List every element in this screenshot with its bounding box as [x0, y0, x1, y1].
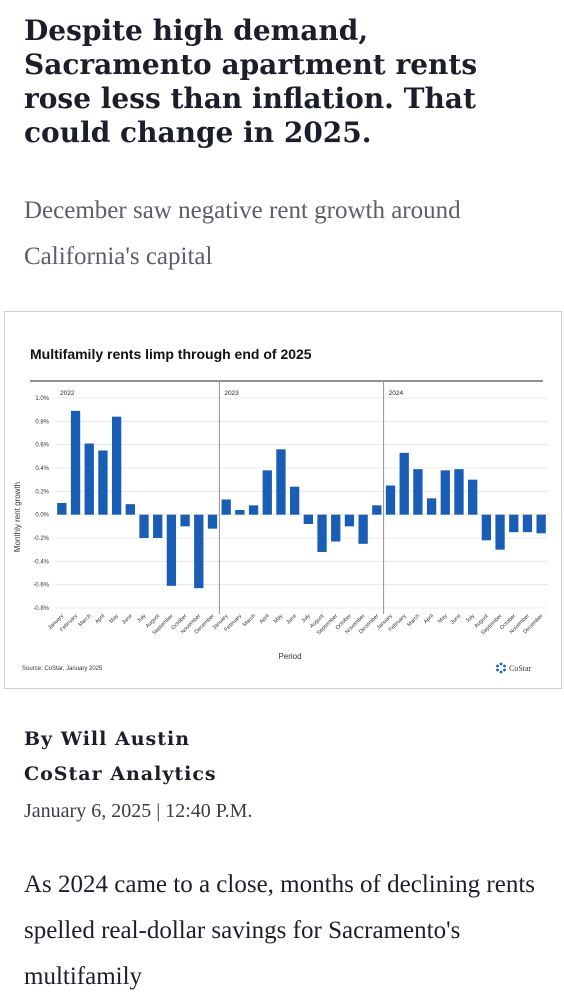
y-tick-label: 0.8% [35, 419, 49, 425]
y-tick-label: -0.4% [33, 559, 49, 565]
costar-logo: CoStar [496, 662, 532, 674]
x-tick-label: April [94, 613, 106, 625]
article-body: As 2024 came to a close, months of decli… [24, 871, 535, 990]
year-label: 2023 [224, 390, 239, 397]
rent-growth-chart: Multifamily rents limp through end of 20… [13, 346, 548, 674]
headline: Despite high demand, Sacramento apartmen… [24, 14, 478, 149]
bar [180, 514, 190, 527]
bar [276, 449, 286, 515]
y-tick-label: 0.6% [35, 443, 49, 449]
x-tick-label: March [406, 613, 421, 628]
bar [481, 514, 492, 541]
bar [536, 514, 546, 534]
bar [303, 514, 314, 524]
x-tick-label: March [242, 613, 257, 628]
bar [262, 470, 272, 515]
bar [372, 505, 382, 515]
x-tick-label: June [285, 613, 298, 626]
y-tick-label: -0.8% [33, 606, 49, 612]
bar [331, 514, 341, 542]
bar [399, 452, 409, 515]
bar [495, 514, 505, 550]
bar [153, 514, 163, 538]
y-tick-label: 0.0% [35, 513, 49, 519]
bar [84, 443, 94, 515]
y-tick-label: 1.0% [35, 396, 49, 402]
bar [98, 450, 108, 515]
x-tick-label: April [423, 613, 435, 625]
x-tick-label: May [108, 613, 120, 625]
x-tick-label: May [273, 613, 285, 625]
bar [289, 486, 300, 515]
chart-figure: Multifamily rents limp through end of 20… [4, 311, 562, 689]
y-tick-label: -0.2% [33, 536, 49, 542]
x-tick-label: May [437, 613, 449, 625]
subheadline: December saw negative rent growth around… [24, 197, 461, 270]
bar [70, 410, 81, 515]
bar [317, 514, 327, 552]
x-tick-label: July [465, 613, 476, 624]
bar [440, 470, 450, 515]
bar [111, 416, 122, 515]
y-tick-label: -0.6% [33, 583, 49, 589]
bar [57, 503, 67, 515]
bar [468, 479, 478, 515]
year-label: 2022 [60, 390, 75, 397]
x-tick-label: March [78, 613, 93, 628]
year-label: 2024 [389, 390, 404, 397]
bar [509, 514, 519, 533]
bar [166, 514, 177, 586]
bar [522, 514, 533, 533]
author-name[interactable]: By Will Austin [24, 728, 191, 750]
costar-logo-text: CoStar [509, 664, 532, 673]
bar [194, 514, 204, 589]
publish-date: January 6, 2025 | 12:40 P.M. [24, 800, 253, 822]
x-tick-label: July [301, 613, 312, 624]
bar [344, 514, 355, 527]
bar [221, 499, 231, 515]
y-axis-label: Monthly rent growth [13, 482, 22, 552]
costar-logo-mark [496, 662, 506, 674]
bar [426, 498, 437, 515]
x-tick-label: June [121, 613, 134, 626]
bar [413, 469, 423, 515]
bar [248, 505, 259, 515]
bar [385, 485, 396, 515]
bar [358, 514, 368, 544]
x-tick-label: July [136, 613, 147, 624]
x-tick-label: April [259, 613, 271, 625]
byline: By Will Austin CoStar Analytics [24, 722, 544, 792]
bar [139, 514, 149, 538]
bar [125, 504, 135, 515]
y-tick-label: 0.2% [35, 489, 49, 495]
x-axis-label: Period [278, 652, 301, 661]
chart-source: Source: CoStar, January 2025 [22, 666, 103, 672]
bar [235, 510, 245, 515]
bar [454, 469, 464, 515]
chart-title: Multifamily rents limp through end of 20… [30, 346, 312, 362]
author-org: CoStar Analytics [24, 763, 217, 785]
bar [207, 514, 218, 529]
x-tick-label: June [450, 613, 463, 626]
y-tick-label: 0.4% [35, 466, 49, 472]
